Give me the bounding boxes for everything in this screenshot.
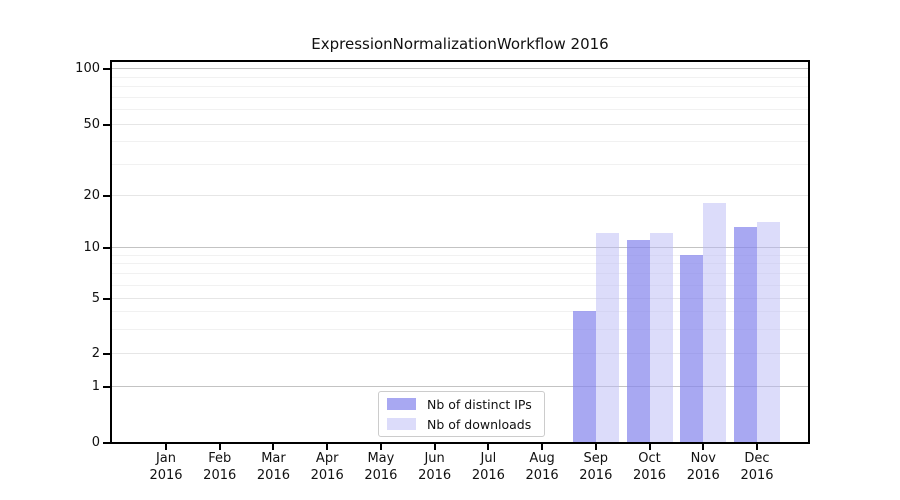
x-tick-mark <box>702 444 705 450</box>
bar-downloads <box>756 222 780 442</box>
gridline-decade <box>112 386 808 387</box>
x-tick-label: Jun 2016 <box>418 451 452 483</box>
gridline-minor <box>112 284 808 286</box>
bar-distinct-ips <box>680 255 704 442</box>
bar-distinct-ips <box>733 227 757 442</box>
x-tick-label: May 2016 <box>364 451 398 483</box>
legend-row-downloads: Nb of downloads <box>387 417 536 432</box>
plot-area <box>110 60 810 444</box>
y-tick-label: 100 <box>75 61 100 76</box>
chart-title: ExpressionNormalizationWorkflow 2016 <box>311 35 609 53</box>
x-tick-label: Apr 2016 <box>310 451 344 483</box>
x-tick-label: Oct 2016 <box>632 451 667 483</box>
y-tick-mark <box>103 124 110 126</box>
legend-swatch-downloads-icon <box>387 418 416 430</box>
y-tick-mark <box>103 68 110 70</box>
gridline-minor <box>112 263 808 265</box>
gridline-minor <box>112 328 808 330</box>
gridline-minor <box>112 254 808 256</box>
plot-inner <box>112 62 808 442</box>
bar-downloads <box>649 233 673 442</box>
y-tick-mark <box>103 298 110 300</box>
y-tick-label: 10 <box>83 240 100 255</box>
y-tick-label: 0 <box>91 435 100 450</box>
y-tick-label: 5 <box>91 291 100 306</box>
legend-swatch-distinct-ips-icon <box>387 398 416 410</box>
x-tick-label: Aug 2016 <box>525 451 559 483</box>
bar-downloads <box>703 203 727 442</box>
x-tick-label: Mar 2016 <box>256 451 290 483</box>
legend-label-downloads: Nb of downloads <box>427 416 532 432</box>
gridline-major <box>112 353 808 354</box>
legend-row-distinct-ips: Nb of distinct IPs <box>387 397 536 412</box>
bar-distinct-ips <box>572 311 596 442</box>
x-tick-label: Sep 2016 <box>579 451 613 483</box>
x-tick-label: Jul 2016 <box>471 451 505 483</box>
gridline-minor <box>112 141 808 143</box>
gridline-minor <box>112 96 808 98</box>
x-tick-mark <box>487 444 490 450</box>
gridline-major <box>112 298 808 299</box>
gridline-decade <box>112 68 808 69</box>
x-tick-mark <box>594 444 597 450</box>
x-tick-mark <box>541 444 544 450</box>
y-tick-mark <box>103 195 110 197</box>
x-tick-mark <box>379 444 382 450</box>
gridline-minor <box>112 76 808 78</box>
gridline-major <box>112 195 808 196</box>
bar-downloads <box>595 233 619 442</box>
gridline-minor <box>112 163 808 165</box>
gridline-minor <box>112 273 808 275</box>
x-tick-mark <box>218 444 221 450</box>
x-tick-label: Jan 2016 <box>149 451 183 483</box>
y-tick-mark <box>103 442 110 444</box>
x-tick-mark <box>755 444 758 450</box>
x-tick-mark <box>433 444 436 450</box>
y-tick-label: 2 <box>91 346 100 361</box>
gridline-minor <box>112 109 808 111</box>
x-tick-mark <box>648 444 651 450</box>
legend: Nb of distinct IPs Nb of downloads <box>378 391 545 437</box>
x-tick-mark <box>272 444 275 450</box>
gridline-decade <box>112 247 808 248</box>
gridline-minor <box>112 311 808 313</box>
y-tick-mark <box>103 247 110 249</box>
bar-distinct-ips <box>626 240 650 442</box>
y-tick-label: 1 <box>91 379 100 394</box>
y-tick-mark <box>103 386 110 388</box>
y-tick-label: 50 <box>83 117 100 132</box>
x-tick-label: Nov 2016 <box>686 451 720 483</box>
x-tick-mark <box>165 444 167 450</box>
gridline-major <box>112 124 808 125</box>
y-tick-mark <box>103 353 110 355</box>
x-tick-label: Feb 2016 <box>203 451 237 483</box>
x-tick-label: Dec 2016 <box>740 451 774 483</box>
x-tick-mark <box>326 444 329 450</box>
y-tick-label: 20 <box>83 188 100 203</box>
legend-label-distinct-ips: Nb of distinct IPs <box>427 396 532 412</box>
gridline-minor <box>112 86 808 88</box>
